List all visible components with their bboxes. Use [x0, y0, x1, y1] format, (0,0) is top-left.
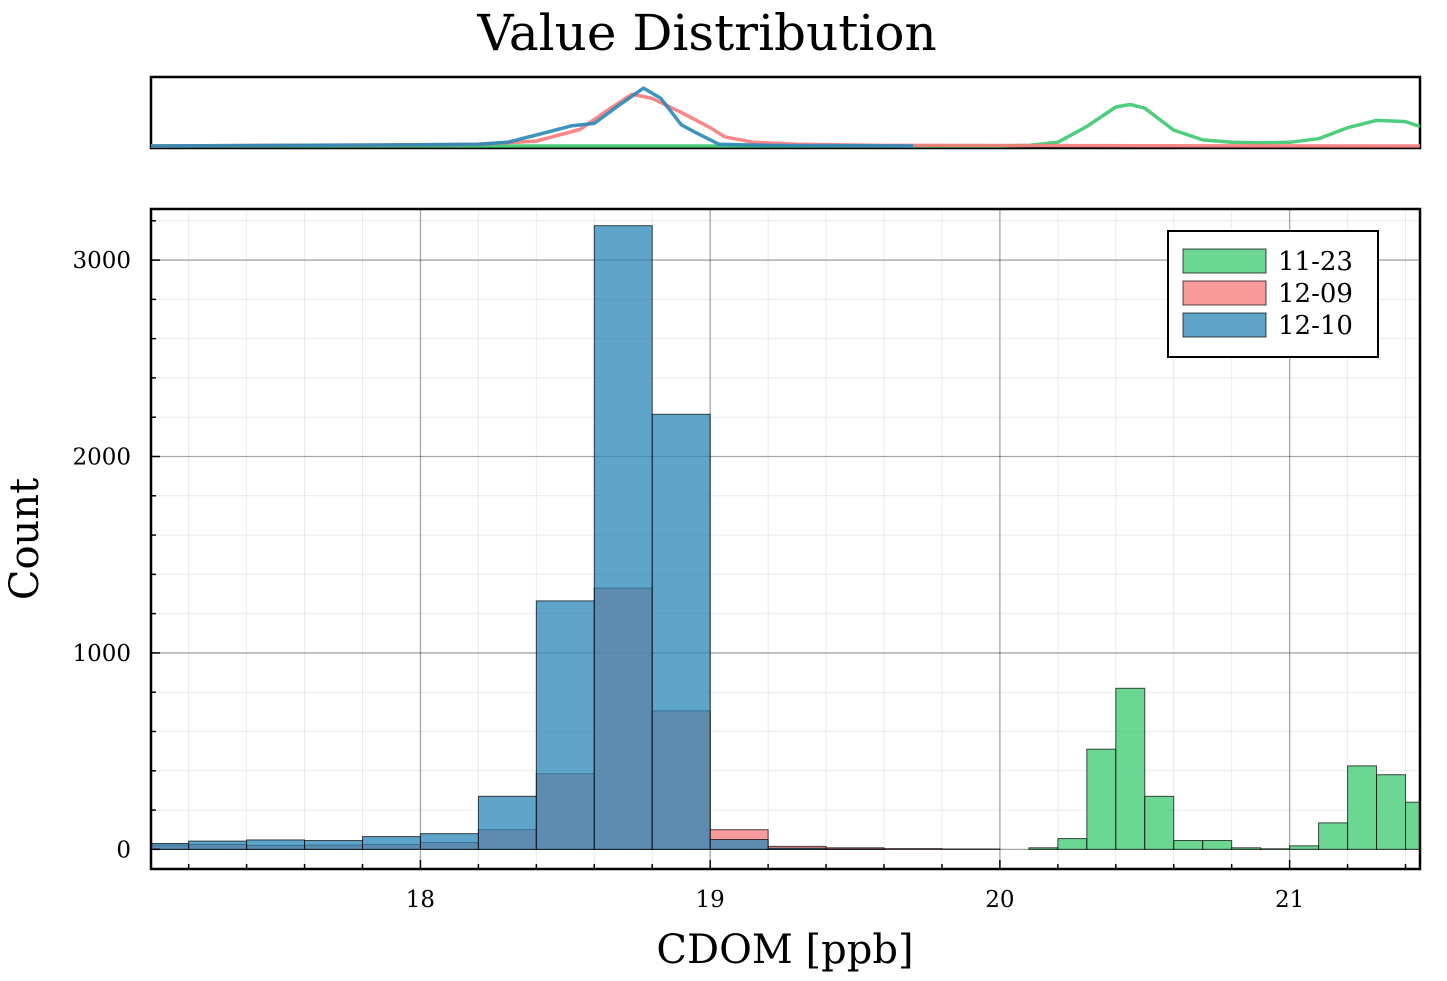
x-tick-label: 21 [1275, 887, 1304, 913]
tick-labels: 18 19 20 21 0 1000 2000 3000 [72, 248, 1304, 913]
y-tick-label: 0 [116, 837, 131, 863]
y-axis-title: Count [2, 478, 48, 600]
density-line-11-23 [151, 102, 1421, 148]
bar-11-23 [1289, 845, 1320, 850]
bar-series-12-10 [150, 225, 885, 850]
bar-12-09 [883, 848, 943, 850]
legend-swatch-12-09 [1182, 280, 1267, 306]
bar-12-09 [941, 848, 1001, 850]
legend-swatch-11-23 [1182, 248, 1267, 274]
y-tick-label: 3000 [72, 248, 131, 274]
legend-label-12-09: 12-09 [1278, 279, 1353, 309]
bar-12-10 [477, 795, 537, 850]
bar-11-23 [1115, 687, 1146, 850]
bar-12-10 [304, 840, 364, 850]
axis-ticks [151, 220, 1407, 869]
x-axis-title: CDOM [ppb] [656, 927, 913, 973]
y-tick-label: 2000 [72, 445, 131, 471]
bar-12-10 [362, 836, 421, 850]
histogram-bars [150, 225, 1421, 850]
bar-11-23 [1347, 765, 1378, 850]
bar-12-10 [593, 225, 653, 850]
bar-11-23 [1086, 748, 1117, 850]
x-tick-label: 18 [406, 887, 435, 913]
bar-12-10 [419, 833, 479, 850]
x-tick-label: 19 [696, 887, 725, 913]
marginal-panel-frame [149, 75, 1422, 150]
bar-12-10 [709, 839, 769, 850]
bar-12-10 [651, 413, 711, 850]
bar-11-23 [1405, 801, 1421, 850]
x-tick-label: 20 [985, 887, 1014, 913]
bar-12-10 [535, 600, 595, 850]
bar-11-23 [1144, 795, 1175, 850]
bar-12-10 [767, 847, 827, 850]
bar-12-10 [150, 842, 190, 850]
bar-11-23 [1260, 848, 1291, 850]
legend-label-11-23: 11-23 [1278, 247, 1353, 277]
chart-title: Value Distribution [476, 4, 936, 62]
bar-11-23 [1028, 847, 1059, 850]
y-tick-label: 1000 [72, 641, 131, 667]
marginal-density-panel [149, 75, 1422, 150]
bar-12-10 [825, 848, 885, 850]
bar-11-23 [1318, 822, 1349, 850]
bar-11-23 [1173, 840, 1204, 850]
bar-11-23 [1202, 840, 1233, 850]
bar-12-10 [188, 840, 248, 850]
bar-11-23 [1057, 838, 1088, 850]
legend-label-12-10: 12-10 [1278, 311, 1353, 341]
legend-swatch-12-10 [1182, 312, 1267, 338]
plot-frame [149, 207, 1422, 871]
density-line-12-10 [150, 86, 914, 148]
bar-12-10 [246, 839, 306, 850]
bar-11-23 [1376, 774, 1407, 850]
bar-11-23 [1231, 847, 1262, 850]
bar-series-11-23 [1028, 687, 1421, 850]
